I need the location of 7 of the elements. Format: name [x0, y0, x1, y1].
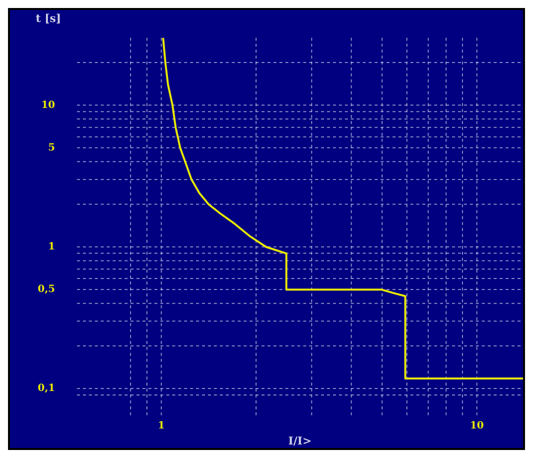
y-tick-label: 10: [41, 100, 56, 111]
y-tick-label: 1: [48, 242, 56, 253]
y-axis-title: t [s]: [36, 12, 62, 26]
y-tick-label: 0,5: [38, 284, 56, 296]
x-axis-title: I/I>: [288, 434, 312, 448]
y-tick-label: 0,1: [38, 383, 56, 394]
y-tick-label: 5: [48, 142, 56, 154]
